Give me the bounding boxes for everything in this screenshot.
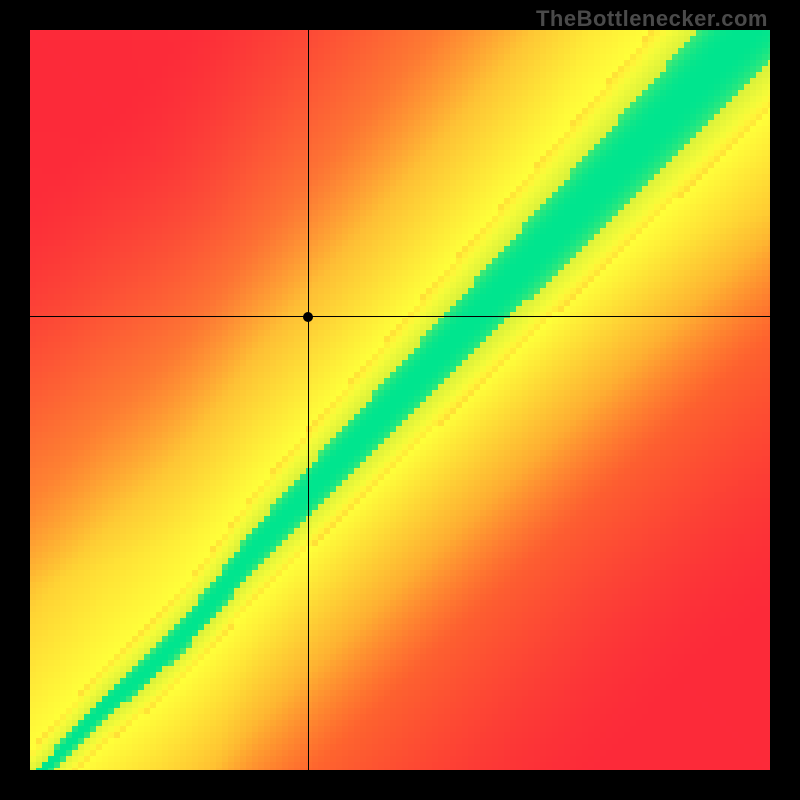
heatmap-plot-area: [30, 30, 770, 770]
watermark-text: TheBottlenecker.com: [536, 6, 768, 32]
heatmap-canvas: [30, 30, 770, 770]
crosshair-marker: [303, 312, 313, 322]
crosshair-horizontal: [30, 316, 770, 317]
crosshair-vertical: [308, 30, 309, 770]
